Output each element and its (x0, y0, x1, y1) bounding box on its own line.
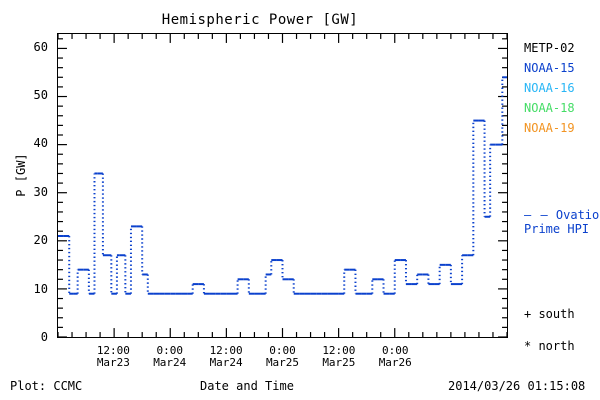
marker-label: north (538, 339, 575, 353)
x-tick-date: Mar25 (265, 356, 300, 369)
x-tick-date: Mar24 (209, 356, 243, 369)
x-tick-label: 12:00 Mar25 (304, 345, 374, 369)
ovation-prime-legend: — — Ovation Prime HPI (524, 208, 600, 236)
legend-item-noaa-18[interactable]: NOAA-18 (524, 98, 575, 118)
x-tick-time: 0:00 (269, 344, 296, 357)
legend-item-noaa-19[interactable]: NOAA-19 (524, 118, 575, 138)
x-tick-date: Mar25 (322, 356, 356, 369)
y-tick-label: 40 (33, 136, 48, 151)
plot-frame (57, 33, 508, 338)
marker-symbol-icon: * (524, 339, 539, 353)
legend-item-label: NOAA-15 (524, 61, 575, 75)
x-tick-time: 0:00 (156, 344, 184, 357)
legend-marker-south: + south (524, 298, 575, 330)
y-tick-label: 0 (40, 330, 48, 344)
plot-title: Hemispheric Power [GW] (161, 12, 359, 28)
x-tick-time: 12:00 (96, 344, 130, 357)
legend-item-noaa-16[interactable]: NOAA-16 (524, 78, 575, 98)
legend-marker-north: * north (524, 330, 575, 362)
data-plot-canvas (58, 34, 507, 337)
x-tick-label: 12:00 Mar24 (191, 345, 261, 369)
legend-item-noaa-15[interactable]: NOAA-15 (524, 58, 575, 78)
legend-item-label: NOAA-16 (524, 81, 575, 95)
x-tick-date: Mar23 (96, 356, 130, 369)
x-tick-label: 0:00 Mar25 (248, 345, 318, 369)
x-tick-date: Mar26 (378, 356, 412, 369)
x-tick-label: 12:00 Mar23 (78, 345, 148, 369)
x-axis-label: Date and Time (200, 379, 294, 393)
y-axis-label: P [GW] (14, 153, 28, 197)
x-tick-time: 12:00 (209, 344, 243, 357)
y-tick-label: 10 (33, 281, 48, 296)
y-tick-label: 50 (33, 87, 48, 102)
footer-timestamp: 2014/03/26 01:15:08 (448, 379, 586, 393)
marker-symbol-icon: + (524, 307, 539, 321)
marker-legend: + south * north (524, 298, 575, 362)
ovation-legend-line1: Ovation (555, 208, 600, 222)
x-tick-time: 12:00 (322, 344, 356, 357)
x-tick-time: 0:00 (382, 344, 409, 357)
marker-label: south (538, 307, 575, 321)
satellite-legend: METP-02 NOAA-15 NOAA-16 NOAA-18 NOAA-19 (524, 38, 575, 138)
legend-item-label: METP-02 (524, 41, 575, 55)
y-tick-label: 20 (33, 233, 48, 248)
y-tick-label: 30 (33, 184, 48, 199)
ovation-legend-line2: Prime HPI (524, 222, 590, 236)
x-tick-label: 0:00 Mar26 (360, 345, 430, 369)
legend-item-metp-02[interactable]: METP-02 (524, 38, 575, 58)
x-tick-date: Mar24 (153, 356, 187, 369)
ovation-dash-sample: — — (524, 208, 549, 222)
legend-item-label: NOAA-19 (524, 121, 575, 135)
footer-plot-source: Plot: CCMC (10, 379, 83, 393)
x-tick-label: 0:00 Mar24 (135, 345, 205, 369)
legend-item-label: NOAA-18 (524, 101, 575, 115)
y-tick-label: 60 (33, 39, 48, 54)
